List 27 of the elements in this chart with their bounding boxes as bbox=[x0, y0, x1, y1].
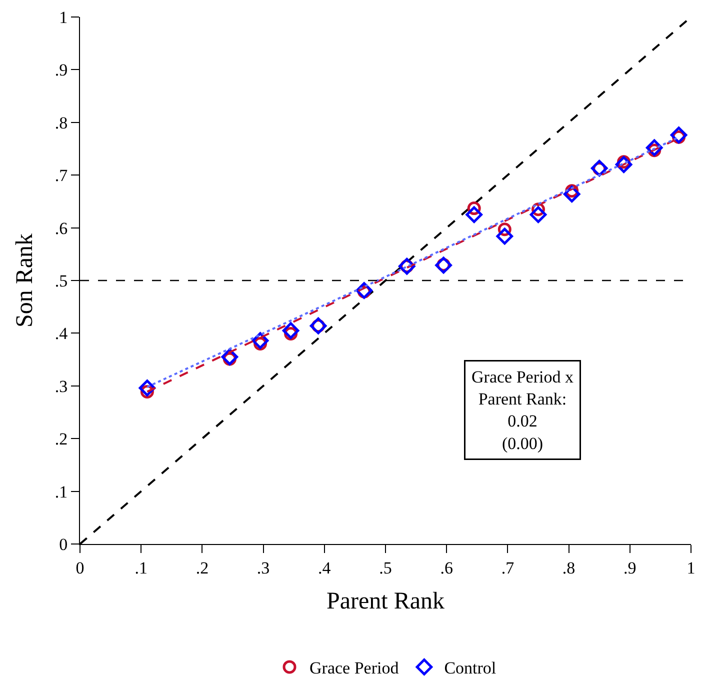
y-tick-label: .4 bbox=[54, 324, 68, 344]
x-tick-label: .1 bbox=[134, 558, 148, 578]
y-axis-title: Son Rank bbox=[12, 233, 38, 328]
y-tick-label: .3 bbox=[54, 376, 68, 396]
y-tick-label: .5 bbox=[54, 271, 68, 290]
y-tick-label: .8 bbox=[54, 113, 68, 132]
x-tick-label: .2 bbox=[196, 558, 209, 578]
x-tick-label: .5 bbox=[379, 558, 392, 578]
x-tick-label: .4 bbox=[318, 558, 332, 578]
y-tick-label: .1 bbox=[54, 482, 68, 502]
x-axis-title: Parent Rank bbox=[326, 588, 444, 615]
x-tick-label: 1 bbox=[686, 558, 696, 578]
y-tick-label: .2 bbox=[54, 430, 68, 449]
legend-label: Grace Period bbox=[310, 658, 400, 678]
annotation: Grace Period x Parent Rank: 0.02 (0.00) bbox=[472, 368, 574, 453]
y-tick-label: .7 bbox=[54, 166, 68, 186]
y-tick-label: .9 bbox=[54, 60, 68, 80]
x-tick-label: 0 bbox=[76, 558, 84, 578]
y-tick-label: .6 bbox=[54, 218, 68, 238]
x-tick-label: .8 bbox=[562, 558, 576, 578]
x-tick-label: .6 bbox=[440, 558, 453, 578]
x-tick-label: .3 bbox=[256, 558, 270, 578]
y-tick-label: 1 bbox=[59, 8, 68, 27]
x-tick-label: .9 bbox=[624, 558, 636, 578]
legend-label: Control bbox=[444, 658, 496, 678]
x-tick-label: .7 bbox=[501, 558, 515, 578]
y-tick-label: 0 bbox=[59, 534, 68, 554]
